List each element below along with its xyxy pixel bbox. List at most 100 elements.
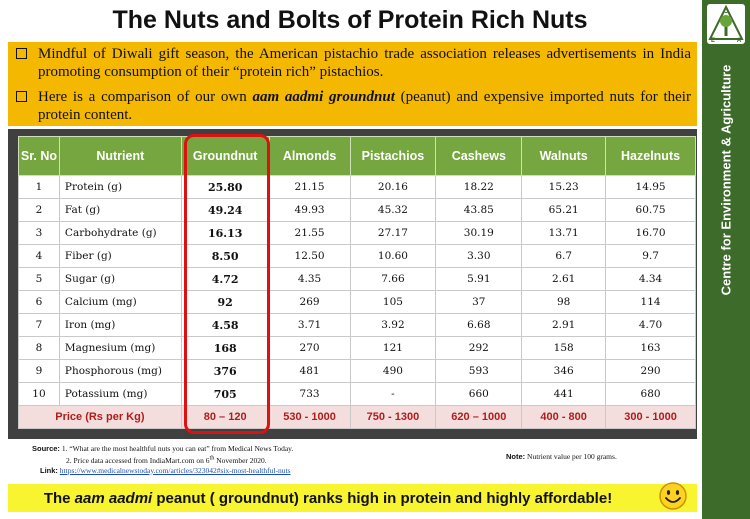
- logo-letter-a: A: [737, 38, 742, 44]
- value-cell: 27.17: [349, 221, 437, 245]
- table-row: 4 Fiber (g) 8.50 12.50 10.60 3.30 6.7 9.7: [18, 244, 696, 268]
- nutrient-cell: Protein (g): [58, 175, 182, 199]
- value-cell: 12.50: [268, 244, 351, 268]
- source-link[interactable]: https://www.medicalnewstoday.com/article…: [59, 465, 291, 475]
- value-cell: 163: [605, 336, 696, 360]
- table-row: 8 Magnesium (mg) 168 270 121 292 158 163: [18, 336, 696, 360]
- nutrient-cell: Fat (g): [58, 198, 182, 222]
- table-row: 2 Fat (g) 49.24 49.93 45.32 43.85 65.21 60.75: [18, 198, 696, 222]
- value-cell: 5.91: [435, 267, 523, 291]
- sources-label: Source:: [32, 444, 60, 453]
- value-cell: 13.71: [521, 221, 607, 245]
- table-panel: Sr. No Nutrient Groundnut Almonds Pistachios…: [8, 129, 697, 439]
- note-block: Note: Nutrient value per 100 grams.: [506, 452, 617, 461]
- groundnut-value-cell: 705: [180, 382, 270, 406]
- nutrient-cell: Potassium (mg): [58, 382, 182, 406]
- organization-sidebar: [702, 0, 750, 519]
- source-line-2-suffix: November 2020.: [214, 456, 267, 465]
- row-number-cell: 3: [18, 221, 60, 245]
- source-line-1: 1. “What are the most healthful nuts you…: [61, 444, 294, 453]
- groundnut-value-cell: 376: [180, 359, 270, 383]
- value-cell: 290: [605, 359, 696, 383]
- smiley-icon: [659, 482, 687, 510]
- groundnut-value-cell: 92: [180, 290, 270, 314]
- groundnut-value-cell: 16.13: [180, 221, 270, 245]
- row-number-cell: 4: [18, 244, 60, 268]
- value-cell: 9.7: [605, 244, 696, 268]
- source-line-2: 2. Price data accessed from IndiaMart.co…: [32, 455, 267, 466]
- value-cell: 45.32: [349, 198, 437, 222]
- nutrient-cell: Calcium (mg): [58, 290, 182, 314]
- row-number-cell: 8: [18, 336, 60, 360]
- value-cell: 60.75: [605, 198, 696, 222]
- table-body: 1 Protein (g) 25.80 21.15 20.16 18.22 15.23 14.…: [18, 175, 696, 429]
- column-header: Almonds: [268, 136, 351, 176]
- groundnut-value-cell: 168: [180, 336, 270, 360]
- table-row: 7 Iron (mg) 4.58 3.71 3.92 6.68 2.91 4.70: [18, 313, 696, 337]
- groundnut-value-cell: 25.80: [180, 175, 270, 199]
- price-row: Price (Rs per Kg) 80 – 120 530 - 1000 750 -…: [18, 405, 696, 429]
- tree-logo-icon: C E A: [707, 4, 745, 44]
- row-number-cell: 10: [18, 382, 60, 406]
- footer-text: The aam aadmi peanut ( groundnut) ranks …: [8, 490, 648, 507]
- footer-banner: The aam aadmi peanut ( groundnut) ranks …: [8, 482, 697, 512]
- value-cell: 4.35: [268, 267, 351, 291]
- nutrient-comparison-table: Sr. No Nutrient Groundnut Almonds Pistachios…: [18, 136, 696, 429]
- value-cell: 6.68: [435, 313, 523, 337]
- intro-bullet-2: Here is a comparison of our own aam aadm…: [16, 88, 691, 124]
- page-title: The Nuts and Bolts of Protein Rich Nuts: [112, 6, 588, 34]
- row-number-cell: 6: [18, 290, 60, 314]
- value-cell: 158: [521, 336, 607, 360]
- value-cell: 481: [268, 359, 351, 383]
- nutrient-cell: Fiber (g): [58, 244, 182, 268]
- source-line-2-prefix: 2. Price data accessed from IndiaMart.co…: [66, 456, 210, 465]
- intro-bullet-1-text: Mindful of Diwali gift season, the Ameri…: [38, 46, 691, 80]
- footer-suffix: peanut ( groundnut) ranks high in protei…: [152, 490, 613, 507]
- value-cell: 7.66: [349, 267, 437, 291]
- price-cell: 300 - 1000: [605, 405, 696, 429]
- value-cell: 3.30: [435, 244, 523, 268]
- value-cell: 14.95: [605, 175, 696, 199]
- value-cell: 269: [268, 290, 351, 314]
- value-cell: 270: [268, 336, 351, 360]
- value-cell: 18.22: [435, 175, 523, 199]
- table-row: 9 Phosphorous (mg) 376 481 490 593 346 290: [18, 359, 696, 383]
- value-cell: 20.16: [349, 175, 437, 199]
- value-cell: 15.23: [521, 175, 607, 199]
- column-header: Nutrient: [58, 136, 182, 176]
- value-cell: 3.71: [268, 313, 351, 337]
- intro-panel: Mindful of Diwali gift season, the Ameri…: [8, 42, 697, 126]
- nutrient-cell: Carbohydrate (g): [58, 221, 182, 245]
- intro-bullet-2-prefix: Here is a comparison of our own: [38, 89, 253, 105]
- value-cell: 10.60: [349, 244, 437, 268]
- table-row: 1 Protein (g) 25.80 21.15 20.16 18.22 15.23 14.…: [18, 175, 696, 199]
- value-cell: 98: [521, 290, 607, 314]
- price-cell: 530 - 1000: [268, 405, 351, 429]
- link-label: Link:: [40, 465, 58, 475]
- row-number-cell: 1: [18, 175, 60, 199]
- sidebar-org-label: Centre for Environment & Agriculture: [718, 64, 734, 296]
- value-cell: 4.70: [605, 313, 696, 337]
- groundnut-value-cell: 8.50: [180, 244, 270, 268]
- column-header: Hazelnuts: [605, 136, 696, 176]
- row-number-cell: 5: [18, 267, 60, 291]
- intro-bullet-2-text: Here is a comparison of our own aam aadm…: [16, 88, 691, 124]
- value-cell: 2.91: [521, 313, 607, 337]
- sources-block: Source: 1. “What are the most healthful …: [32, 444, 502, 475]
- value-cell: 441: [521, 382, 607, 406]
- column-header: Walnuts: [521, 136, 607, 176]
- column-header: Sr. No: [18, 136, 60, 176]
- value-cell: 680: [605, 382, 696, 406]
- value-cell: 6.7: [521, 244, 607, 268]
- row-number-cell: 7: [18, 313, 60, 337]
- table-row: 3 Carbohydrate (g) 16.13 21.55 27.17 30.19 13.…: [18, 221, 696, 245]
- value-cell: 292: [435, 336, 523, 360]
- nutrient-cell: Sugar (g): [58, 267, 182, 291]
- price-cell: 80 – 120: [180, 405, 270, 429]
- bullet-box-icon: [16, 48, 27, 59]
- value-cell: 346: [521, 359, 607, 383]
- bullet-box-icon: [16, 91, 27, 102]
- price-cell: 620 – 1000: [435, 405, 523, 429]
- value-cell: 3.92: [349, 313, 437, 337]
- groundnut-highlight-frame: [184, 134, 270, 434]
